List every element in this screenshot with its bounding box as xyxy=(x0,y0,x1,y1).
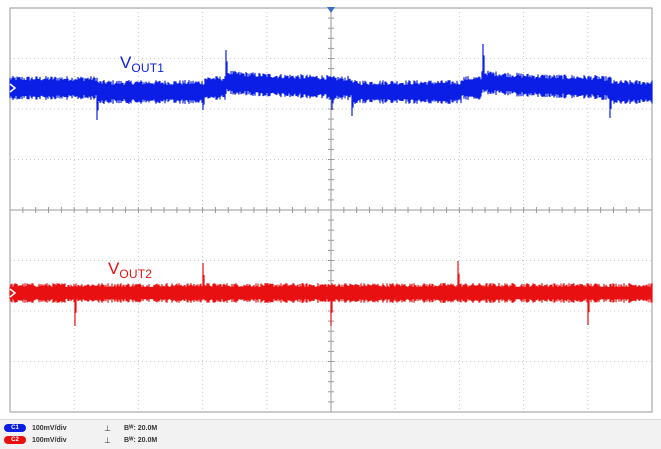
ch1-scale: 100mV/div xyxy=(32,424,67,432)
ch2-waveform xyxy=(9,261,653,326)
ch1-offset-chevron-icon[interactable] xyxy=(9,83,17,93)
waveform-plot xyxy=(9,7,653,413)
ch2-coupling-icon: ⊥ xyxy=(104,435,111,445)
ch1-status-row[interactable]: C1 100mV/div ⊥ Bᵂ: 20.0M xyxy=(4,422,157,434)
vout1-label: VOUT1 xyxy=(120,53,165,75)
ch1-coupling-icon: ⊥ xyxy=(104,423,111,433)
vout2-label-main: V xyxy=(108,259,120,278)
trace-area xyxy=(9,44,653,326)
graticule xyxy=(9,7,653,413)
ch2-status-row[interactable]: C2 100mV/div ⊥ Bᵂ: 20.0M xyxy=(4,434,157,446)
ch1-badge[interactable]: C1 xyxy=(4,424,26,432)
trigger-marker-icon[interactable] xyxy=(327,7,335,13)
ch2-badge[interactable]: C2 xyxy=(4,436,26,444)
ch2-offset-chevron-icon[interactable] xyxy=(9,288,17,298)
channel-status-bar: C1 100mV/div ⊥ Bᵂ: 20.0M C2 100mV/div ⊥ … xyxy=(0,419,661,449)
ch2-scale: 100mV/div xyxy=(32,436,67,444)
vout1-label-sub: OUT1 xyxy=(131,61,165,75)
ch1-bandwidth: Bᵂ: 20.0M xyxy=(124,424,158,432)
ch2-bandwidth: Bᵂ: 20.0M xyxy=(124,436,158,444)
vout2-label: VOUT2 xyxy=(108,259,153,281)
vout1-label-main: V xyxy=(120,53,132,72)
vout2-label-sub: OUT2 xyxy=(119,267,153,281)
ch1-waveform xyxy=(9,44,653,120)
